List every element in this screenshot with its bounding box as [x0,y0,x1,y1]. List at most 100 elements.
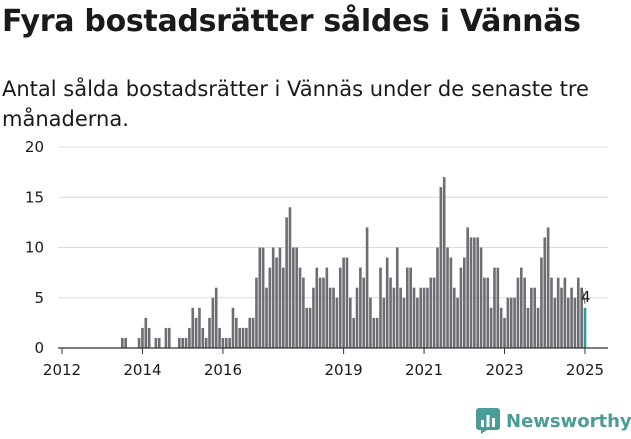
bars [121,177,587,348]
gridlines [58,146,608,299]
bar [449,257,453,348]
bar [382,297,386,348]
bar [312,287,315,348]
bar [281,267,285,348]
bar [456,297,459,348]
bar [399,287,402,348]
bar [201,327,205,348]
y-tick-label-0: 0 [34,339,44,357]
bar [157,337,161,348]
bar [178,337,181,348]
bar [479,247,483,348]
bar [191,307,195,348]
bar [406,267,409,348]
y-tick-label-15: 15 [25,188,44,206]
bar [325,267,329,348]
bar [365,227,369,348]
bar [550,277,553,348]
bar [265,287,268,348]
bar [493,267,496,348]
bar [241,327,245,348]
bar [141,327,144,348]
bar [147,327,151,348]
bar [342,257,345,348]
bar [429,277,433,348]
bar [181,337,184,348]
newsworthy-brand: Newsworthy [476,408,631,434]
bar [530,287,533,348]
bar [235,317,238,348]
bar [513,297,516,348]
bar [573,297,577,348]
bar [308,307,312,348]
bar [473,237,476,348]
bar [536,307,540,348]
bar [426,287,429,348]
bar [224,337,228,348]
bar [315,267,319,348]
y-tick-label-5: 5 [34,289,44,307]
bar [332,287,335,348]
x-tick-label-2014: 2014 [123,361,161,379]
bar [285,217,288,348]
x-tick-label-2021: 2021 [405,361,443,379]
bar [412,287,416,348]
bar [446,247,449,348]
bar [442,177,446,348]
bar [124,337,128,348]
bar [164,327,168,348]
bar [362,277,366,348]
bar [560,287,563,348]
bar [137,337,141,348]
bar [221,337,225,348]
bar [204,337,208,348]
bar [255,277,258,348]
bar [251,317,255,348]
bar [395,247,399,348]
bar [436,247,439,348]
bar [379,267,382,348]
bar [184,337,188,348]
chart-title: Fyra bostadsrätter såldes i Vännäs [2,4,581,39]
bar [563,277,567,348]
bar [188,327,191,348]
bar [292,247,295,348]
x-tick-label-2016: 2016 [204,361,242,379]
bar [355,287,359,348]
bar [416,297,419,348]
bar [476,237,480,348]
x-tick-label-2025: 2025 [566,361,604,379]
bar [211,297,215,348]
chart-subtitle: Antal sålda bostadsrätter i Vännäs under… [2,77,589,131]
x-tick-label-2023: 2023 [485,361,523,379]
bar [349,297,352,348]
bar [466,227,469,348]
bar [302,277,305,348]
bar [258,247,262,348]
bar [369,297,372,348]
bar [566,297,570,348]
bar [533,287,537,348]
bar [268,267,272,348]
bar [439,187,443,348]
bar [459,267,463,348]
bar [359,267,362,348]
bar [580,287,583,348]
bar [556,277,560,348]
bar [375,317,379,348]
bar [419,287,423,348]
last-value-leader [581,287,586,304]
bar [231,307,235,348]
bar [214,287,218,348]
axes: 0 5 10 15 20 2012 2014 2016 2019 2021 2023 2025 4 [25,138,608,379]
bar [409,267,412,348]
bar [576,277,580,348]
bar [553,297,557,348]
bar [486,277,490,348]
bar [463,257,466,348]
bar [298,267,302,348]
bar [194,317,198,348]
bar [499,307,503,348]
bar [546,227,550,348]
